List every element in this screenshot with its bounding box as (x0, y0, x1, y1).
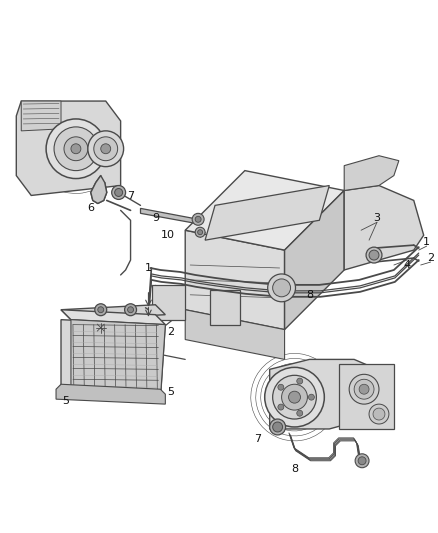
Circle shape (198, 230, 203, 235)
Circle shape (88, 131, 124, 167)
Circle shape (359, 384, 369, 394)
Circle shape (265, 367, 324, 427)
Text: 8: 8 (291, 464, 298, 474)
Circle shape (127, 307, 134, 313)
Circle shape (195, 227, 205, 237)
Polygon shape (71, 320, 165, 399)
Circle shape (268, 274, 296, 302)
Polygon shape (344, 185, 424, 270)
Circle shape (64, 137, 88, 160)
Circle shape (373, 408, 385, 420)
Polygon shape (344, 156, 399, 190)
Polygon shape (61, 305, 165, 320)
Text: 3: 3 (374, 213, 381, 223)
Text: 5: 5 (167, 387, 174, 397)
Polygon shape (56, 384, 165, 404)
Text: 4: 4 (403, 260, 410, 270)
Circle shape (369, 250, 379, 260)
Polygon shape (185, 230, 285, 329)
Circle shape (278, 404, 284, 410)
Circle shape (101, 144, 111, 154)
Circle shape (98, 307, 104, 313)
Text: 1: 1 (145, 263, 152, 273)
Polygon shape (152, 285, 185, 320)
Text: 2: 2 (427, 253, 434, 263)
Circle shape (282, 384, 307, 410)
Polygon shape (210, 290, 240, 325)
Circle shape (112, 185, 126, 199)
Circle shape (297, 410, 303, 416)
Polygon shape (21, 101, 61, 131)
Text: 5: 5 (63, 396, 70, 406)
Circle shape (195, 216, 201, 222)
Circle shape (355, 454, 369, 468)
Text: 1: 1 (423, 237, 430, 247)
Circle shape (95, 304, 107, 316)
Circle shape (289, 391, 300, 403)
Circle shape (270, 419, 286, 435)
Circle shape (354, 379, 374, 399)
Circle shape (366, 247, 382, 263)
Text: 9: 9 (152, 213, 159, 223)
Polygon shape (61, 320, 165, 399)
Text: 10: 10 (161, 230, 175, 240)
Polygon shape (61, 310, 165, 325)
Circle shape (358, 457, 366, 465)
Circle shape (124, 304, 137, 316)
Polygon shape (339, 365, 394, 429)
Circle shape (115, 189, 123, 197)
Circle shape (369, 404, 389, 424)
Circle shape (297, 378, 303, 384)
Text: 8: 8 (306, 290, 313, 300)
Circle shape (273, 422, 283, 432)
Polygon shape (141, 208, 200, 223)
Polygon shape (185, 310, 285, 359)
Circle shape (273, 279, 290, 297)
Polygon shape (285, 190, 344, 329)
Text: 7: 7 (254, 434, 261, 444)
Text: 2: 2 (167, 327, 174, 336)
Circle shape (278, 384, 284, 390)
Circle shape (94, 137, 118, 160)
Circle shape (308, 394, 314, 400)
Circle shape (273, 375, 316, 419)
Polygon shape (205, 185, 329, 240)
Text: 6: 6 (87, 204, 94, 213)
Polygon shape (270, 359, 394, 429)
Polygon shape (91, 175, 107, 204)
Circle shape (71, 144, 81, 154)
Circle shape (192, 213, 204, 225)
Polygon shape (185, 171, 344, 250)
Circle shape (349, 374, 379, 404)
Polygon shape (16, 101, 120, 196)
Text: 7: 7 (127, 191, 134, 201)
Circle shape (54, 127, 98, 171)
Circle shape (46, 119, 106, 179)
